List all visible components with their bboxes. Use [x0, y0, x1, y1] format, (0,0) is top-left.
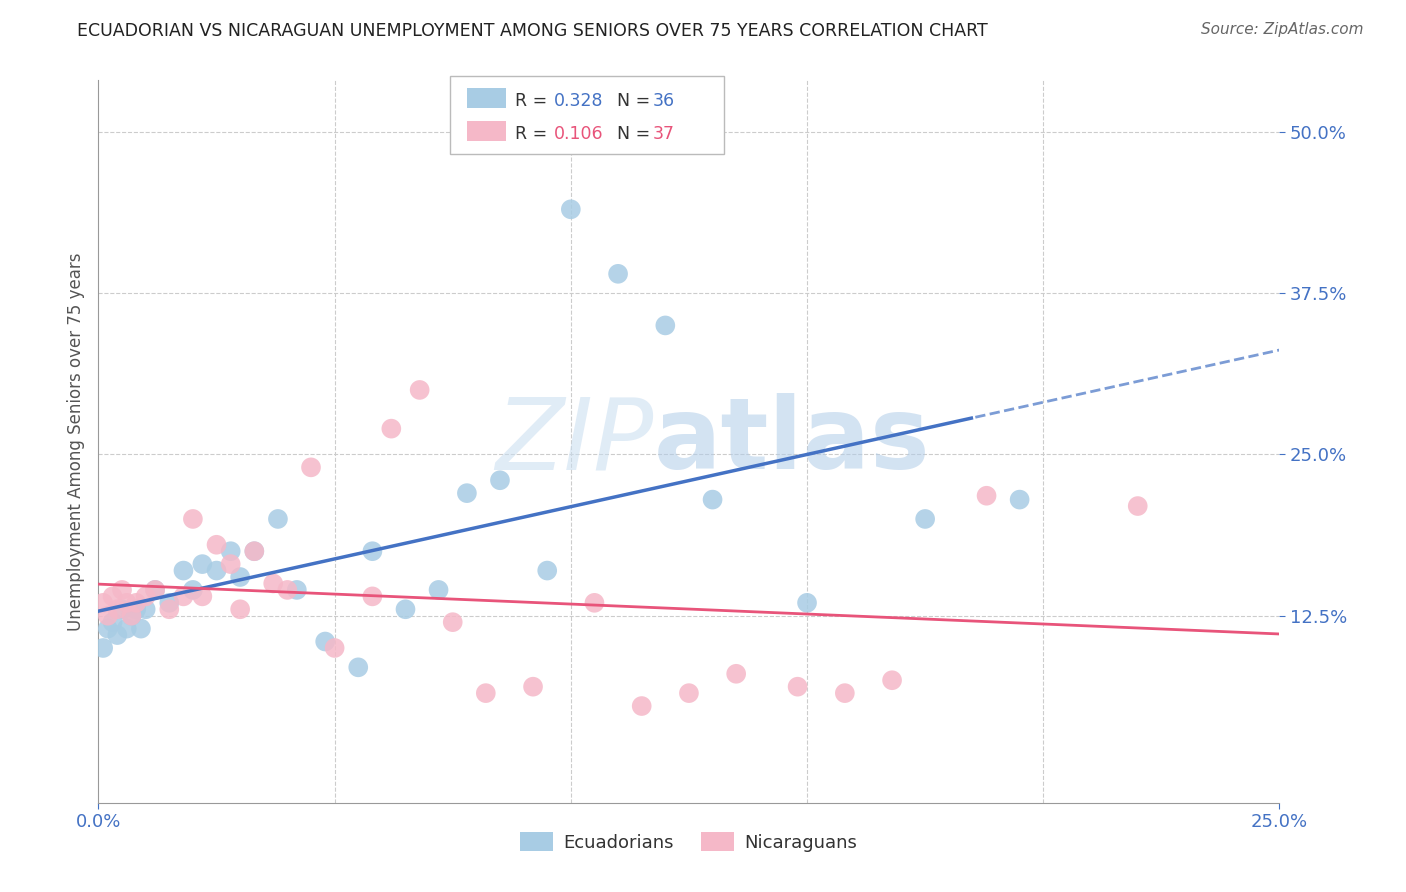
- Text: 36: 36: [652, 92, 675, 110]
- Point: [129, 622, 152, 636]
- Legend: Ecuadorians, Nicaraguans: Ecuadorians, Nicaraguans: [513, 825, 865, 859]
- Point: [243, 544, 266, 558]
- Point: [219, 557, 242, 571]
- Point: [914, 512, 936, 526]
- Point: [219, 544, 242, 558]
- Point: [229, 570, 252, 584]
- Point: [157, 602, 180, 616]
- Point: [314, 634, 336, 648]
- Point: [441, 615, 464, 630]
- Point: [111, 582, 134, 597]
- Point: [105, 602, 128, 616]
- Point: [135, 590, 157, 604]
- Point: [276, 582, 298, 597]
- Point: [702, 492, 724, 507]
- Point: [380, 422, 402, 436]
- Point: [536, 564, 558, 578]
- Point: [181, 512, 204, 526]
- Point: [229, 602, 252, 616]
- Text: R =: R =: [515, 125, 553, 143]
- Point: [191, 590, 214, 604]
- Text: Source: ZipAtlas.com: Source: ZipAtlas.com: [1201, 22, 1364, 37]
- Point: [285, 582, 308, 597]
- Point: [475, 686, 498, 700]
- Point: [834, 686, 856, 700]
- Point: [654, 318, 676, 333]
- Point: [361, 544, 384, 558]
- Text: atlas: atlas: [654, 393, 931, 490]
- Point: [361, 590, 384, 604]
- Point: [121, 608, 143, 623]
- Point: [299, 460, 322, 475]
- Point: [181, 582, 204, 597]
- Text: N =: N =: [606, 125, 655, 143]
- Point: [243, 544, 266, 558]
- Point: [91, 640, 114, 655]
- Point: [143, 582, 166, 597]
- Point: [101, 590, 124, 604]
- Point: [522, 680, 544, 694]
- Text: 37: 37: [652, 125, 675, 143]
- Point: [880, 673, 903, 688]
- Text: 0.106: 0.106: [554, 125, 603, 143]
- Point: [427, 582, 450, 597]
- Text: R =: R =: [515, 92, 553, 110]
- Point: [125, 602, 148, 616]
- Point: [583, 596, 606, 610]
- Point: [408, 383, 430, 397]
- Point: [91, 596, 114, 610]
- Point: [111, 602, 134, 616]
- Point: [489, 473, 512, 487]
- Point: [172, 590, 194, 604]
- Point: [101, 615, 124, 630]
- Text: ECUADORIAN VS NICARAGUAN UNEMPLOYMENT AMONG SENIORS OVER 75 YEARS CORRELATION CH: ECUADORIAN VS NICARAGUAN UNEMPLOYMENT AM…: [77, 22, 988, 40]
- Y-axis label: Unemployment Among Seniors over 75 years: Unemployment Among Seniors over 75 years: [66, 252, 84, 631]
- Point: [976, 489, 998, 503]
- Point: [796, 596, 818, 610]
- Point: [105, 628, 128, 642]
- Point: [630, 699, 652, 714]
- Point: [725, 666, 748, 681]
- Point: [394, 602, 416, 616]
- Point: [121, 608, 143, 623]
- Point: [135, 602, 157, 616]
- Point: [191, 557, 214, 571]
- Point: [456, 486, 478, 500]
- Point: [97, 608, 120, 623]
- Point: [115, 596, 138, 610]
- Point: [1008, 492, 1031, 507]
- Point: [267, 512, 290, 526]
- Point: [323, 640, 346, 655]
- Point: [347, 660, 370, 674]
- Point: [157, 596, 180, 610]
- Text: ZIP: ZIP: [495, 393, 654, 490]
- Point: [1126, 499, 1149, 513]
- Point: [262, 576, 284, 591]
- Text: N =: N =: [606, 92, 655, 110]
- Point: [143, 582, 166, 597]
- Point: [172, 564, 194, 578]
- Point: [678, 686, 700, 700]
- Point: [125, 596, 148, 610]
- Point: [205, 538, 228, 552]
- Point: [115, 622, 138, 636]
- Point: [607, 267, 630, 281]
- Point: [786, 680, 808, 694]
- Text: 0.328: 0.328: [554, 92, 603, 110]
- Point: [97, 622, 120, 636]
- Point: [560, 202, 582, 217]
- Point: [205, 564, 228, 578]
